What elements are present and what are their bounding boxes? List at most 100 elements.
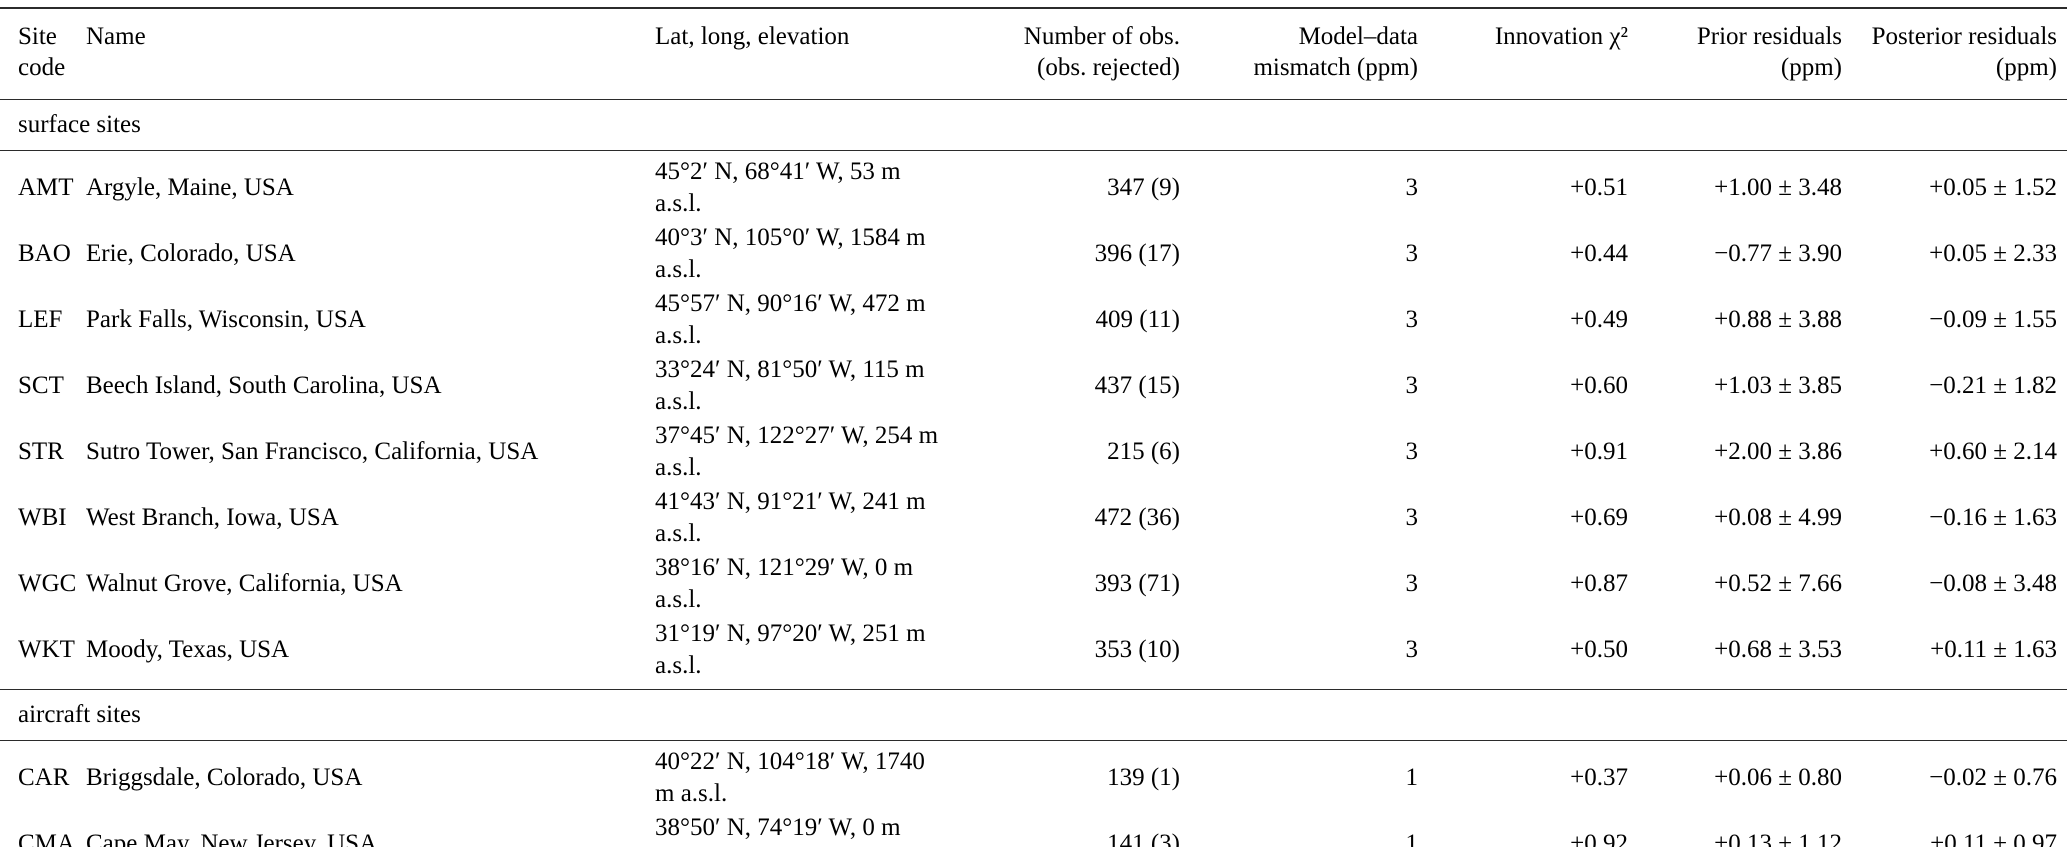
cell-latlong: 45°57′ N, 90°16′ W, 472 m a.s.l. <box>655 290 926 349</box>
table-row: CAR Briggsdale, Colorado, USA 40°22′ N, 10… <box>0 741 2067 812</box>
column-header-line: code <box>18 54 66 81</box>
column-header-code: Site code <box>0 8 80 100</box>
cell-code: CMA <box>18 830 75 847</box>
cell-code: WBI <box>18 504 67 531</box>
cell-name: Beech Island, South Carolina, USA <box>86 372 442 399</box>
cell-obs: 472 (36) <box>1094 504 1180 531</box>
cell-posterior: +0.11 ± 1.63 <box>1930 636 2057 663</box>
column-header-line: (ppm) <box>1780 54 1842 81</box>
cell-name: Briggsdale, Colorado, USA <box>86 764 363 791</box>
cell-code: WGC <box>18 570 77 597</box>
column-header-prior: Prior residuals (ppm) <box>1638 8 1852 100</box>
cell-mismatch: 1 <box>1405 764 1419 791</box>
cell-latlong: 40°22′ N, 104°18′ W, 1740 m a.s.l. <box>655 748 925 807</box>
cell-prior: −0.77 ± 3.90 <box>1714 240 1842 267</box>
cell-innovation: +0.87 <box>1570 570 1628 597</box>
column-header-line: Site <box>18 23 57 50</box>
table-row: STR Sutro Tower, San Francisco, Californi… <box>0 419 2067 485</box>
cell-code: STR <box>18 438 64 465</box>
column-header-line: Lat, long, elevation <box>655 23 850 50</box>
cell-innovation: +0.50 <box>1570 636 1628 663</box>
cell-prior: +0.68 ± 3.53 <box>1714 636 1842 663</box>
cell-prior: +0.52 ± 7.66 <box>1714 570 1842 597</box>
column-header-line: Innovation χ² <box>1494 23 1628 50</box>
table-row: WGC Walnut Grove, California, USA 38°16′ N… <box>0 551 2067 617</box>
cell-obs: 215 (6) <box>1107 438 1180 465</box>
cell-mismatch: 3 <box>1405 438 1419 465</box>
table-row: AMT Argyle, Maine, USA 45°2′ N, 68°41′ W, … <box>0 151 2067 222</box>
cell-mismatch: 3 <box>1405 306 1419 333</box>
table-row: CMA Cape May, New Jersey, USA 38°50′ N, 74… <box>0 811 2067 847</box>
cell-latlong: 37°45′ N, 122°27′ W, 254 m a.s.l. <box>655 422 939 481</box>
table-row: LEF Park Falls, Wisconsin, USA 45°57′ N, 9… <box>0 287 2067 353</box>
cell-posterior: +0.11 ± 0.97 <box>1930 830 2057 847</box>
cell-latlong: 38°16′ N, 121°29′ W, 0 m a.s.l. <box>655 554 914 613</box>
cell-latlong: 41°43′ N, 91°21′ W, 241 m a.s.l. <box>655 488 926 547</box>
section-rows-aircraft: CAR Briggsdale, Colorado, USA 40°22′ N, 10… <box>0 741 2067 847</box>
cell-code: AMT <box>18 174 74 201</box>
column-header-obs: Number of obs. (obs. rejected) <box>948 8 1190 100</box>
cell-name: Park Falls, Wisconsin, USA <box>86 306 366 333</box>
table-header: Site code Name Lat, long, elevation Number o… <box>0 8 2067 100</box>
cell-code: BAO <box>18 240 71 267</box>
column-header-line: Prior residuals <box>1696 23 1842 50</box>
cell-code: WKT <box>18 636 75 663</box>
cell-innovation: +0.49 <box>1570 306 1628 333</box>
cell-innovation: +0.92 <box>1570 830 1628 847</box>
cell-mismatch: 1 <box>1405 830 1419 847</box>
cell-name: Moody, Texas, USA <box>86 636 290 663</box>
cell-latlong: 38°50′ N, 74°19′ W, 0 m a.s.l. <box>655 814 901 847</box>
column-header-name: Name <box>80 8 648 100</box>
cell-mismatch: 3 <box>1405 504 1419 531</box>
cell-posterior: +0.60 ± 2.14 <box>1929 438 2057 465</box>
header-row: Site code Name Lat, long, elevation Number o… <box>0 8 2067 100</box>
column-header-line: Number of obs. <box>1023 23 1180 50</box>
column-header-latlong: Lat, long, elevation <box>648 8 948 100</box>
cell-name: Sutro Tower, San Francisco, California, … <box>86 438 539 465</box>
cell-posterior: −0.02 ± 0.76 <box>1929 764 2057 791</box>
cell-latlong: 33°24′ N, 81°50′ W, 115 m a.s.l. <box>655 356 925 415</box>
cell-mismatch: 3 <box>1405 636 1419 663</box>
cell-obs: 347 (9) <box>1107 174 1180 201</box>
column-header-line: mismatch (ppm) <box>1253 54 1418 81</box>
cell-posterior: −0.21 ± 1.82 <box>1929 372 2057 399</box>
cell-posterior: +0.05 ± 1.52 <box>1929 174 2057 201</box>
cell-name: West Branch, Iowa, USA <box>86 504 339 531</box>
cell-obs: 437 (15) <box>1094 372 1180 399</box>
cell-innovation: +0.51 <box>1570 174 1628 201</box>
column-header-innovation: Innovation χ² <box>1428 8 1638 100</box>
cell-prior: +0.13 ± 1.12 <box>1714 830 1842 847</box>
cell-mismatch: 3 <box>1405 174 1419 201</box>
cell-obs: 139 (1) <box>1107 764 1180 791</box>
cell-prior: +1.00 ± 3.48 <box>1714 174 1842 201</box>
column-header-line: Posterior residuals <box>1871 23 2057 50</box>
column-header-mismatch: Model–data mismatch (ppm) <box>1190 8 1428 100</box>
cell-prior: +1.03 ± 3.85 <box>1714 372 1842 399</box>
section-label-row: surface sites <box>0 100 2067 151</box>
column-header-line: (ppm) <box>1995 54 2057 81</box>
section-aircraft: aircraft sites <box>0 689 2067 741</box>
cell-obs: 353 (10) <box>1094 636 1180 663</box>
cell-prior: +2.00 ± 3.86 <box>1714 438 1842 465</box>
cell-latlong: 40°3′ N, 105°0′ W, 1584 m a.s.l. <box>655 224 926 283</box>
cell-innovation: +0.69 <box>1570 504 1628 531</box>
cell-latlong: 45°2′ N, 68°41′ W, 53 m a.s.l. <box>655 158 901 217</box>
table-row: WBI West Branch, Iowa, USA 41°43′ N, 91°21… <box>0 485 2067 551</box>
table-row: WKT Moody, Texas, USA 31°19′ N, 97°20′ W, … <box>0 617 2067 690</box>
cell-innovation: +0.37 <box>1570 764 1628 791</box>
cell-name: Erie, Colorado, USA <box>86 240 296 267</box>
section-label-row: aircraft sites <box>0 690 2067 741</box>
cell-mismatch: 3 <box>1405 240 1419 267</box>
cell-prior: +0.06 ± 0.80 <box>1714 764 1842 791</box>
column-header-line: (obs. rejected) <box>1037 54 1180 81</box>
column-header-line: Name <box>86 23 146 50</box>
cell-code: LEF <box>18 306 63 333</box>
section-label: surface sites <box>18 111 141 138</box>
cell-posterior: −0.08 ± 3.48 <box>1929 570 2057 597</box>
cell-latlong: 31°19′ N, 97°20′ W, 251 m a.s.l. <box>655 620 926 679</box>
cell-obs: 141 (3) <box>1107 830 1180 847</box>
cell-obs: 396 (17) <box>1094 240 1180 267</box>
cell-code: CAR <box>18 764 70 791</box>
section-surface: surface sites <box>0 99 2067 151</box>
